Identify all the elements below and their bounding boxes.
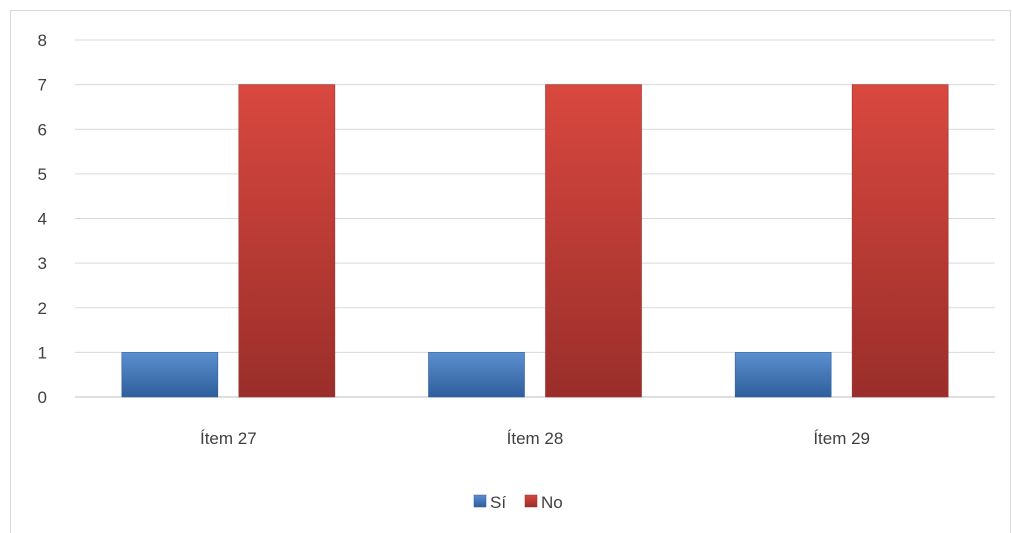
y-tick-label: 7	[38, 76, 47, 95]
y-tick-label: 8	[38, 31, 47, 50]
y-tick-label: 0	[38, 388, 47, 407]
bar-no	[545, 84, 642, 398]
chart-frame	[10, 10, 1011, 533]
bars	[121, 84, 949, 398]
legend: Sí No	[473, 493, 563, 512]
legend-label-si: Sí	[490, 493, 506, 512]
gridlines	[75, 39, 995, 398]
bar-si	[428, 352, 525, 398]
legend-swatch-no	[524, 494, 538, 508]
legend-swatch-si	[473, 494, 487, 508]
legend-label-no: No	[541, 493, 563, 512]
y-tick-label: 6	[38, 120, 47, 139]
x-tick-label: Ítem 28	[507, 429, 564, 448]
bar-no	[851, 84, 949, 398]
x-tick-label: Ítem 29	[813, 429, 870, 448]
y-axis-ticks: 0 1 2 3 4 5 6 7 8	[38, 31, 47, 407]
x-tick-label: Ítem 27	[200, 429, 257, 448]
bar-no	[238, 84, 336, 398]
y-tick-label: 4	[38, 210, 47, 229]
y-tick-label: 5	[38, 165, 47, 184]
y-tick-label: 1	[38, 343, 47, 362]
y-tick-label: 2	[38, 299, 47, 318]
bar-si	[734, 352, 832, 398]
x-axis-ticks: Ítem 27 Ítem 28 Ítem 29	[200, 429, 870, 448]
y-tick-label: 3	[38, 254, 47, 273]
bar-si	[121, 352, 219, 398]
